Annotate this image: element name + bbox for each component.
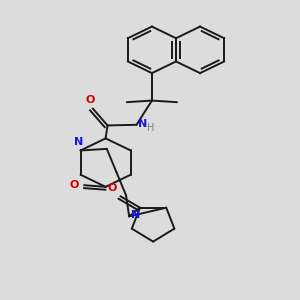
Text: N: N <box>74 136 83 147</box>
Text: N: N <box>131 210 140 220</box>
Text: N: N <box>138 119 148 129</box>
Text: H: H <box>147 123 155 133</box>
Text: O: O <box>86 95 95 105</box>
Text: O: O <box>107 183 117 193</box>
Text: O: O <box>70 180 79 190</box>
